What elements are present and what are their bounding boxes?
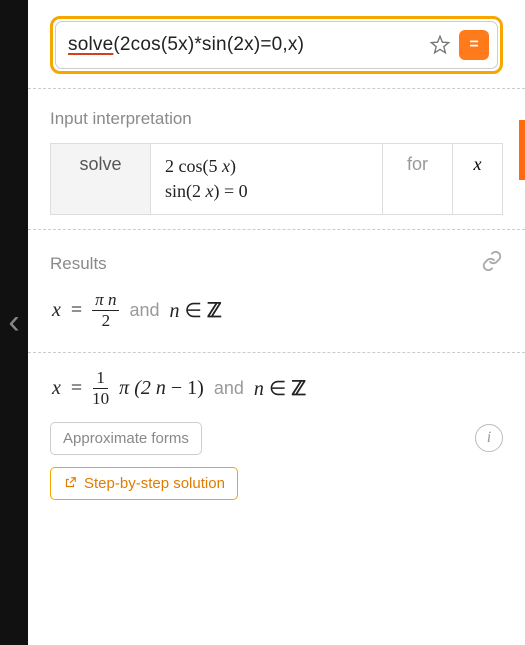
permalink-icon[interactable] [481, 250, 503, 277]
fraction: 1 10 [92, 369, 109, 408]
math-eq: = [71, 377, 82, 400]
result-1: x = π n 2 and n ∈ ℤ [52, 291, 503, 330]
table-row: solve 2 cos(5 x) sin(2 x) = 0 for x [51, 144, 503, 215]
results-section-2: x = 1 10 π (2 n − 1) and n ∈ ℤ Approxima… [28, 353, 525, 514]
search-input[interactable]: solve(2cos(5x)*sin(2x)=0,x) [68, 34, 421, 56]
interpretation-table: solve 2 cos(5 x) sin(2 x) = 0 for x [50, 143, 503, 215]
math-text: 2 [102, 311, 111, 330]
math-text: − 1) [166, 377, 204, 399]
info-label: i [487, 429, 491, 447]
math-text: π [95, 290, 108, 309]
step-by-step-button[interactable]: Step-by-step solution [50, 467, 238, 500]
favorite-star-icon[interactable] [429, 34, 451, 56]
section-header: Input interpretation [50, 109, 192, 129]
math-text: 1 [93, 369, 108, 389]
scroll-indicator[interactable] [519, 120, 525, 180]
section-header: Results [50, 254, 107, 274]
compute-button-label: = [469, 36, 478, 54]
math-set: ℤ [291, 378, 306, 400]
math-eq: = [71, 299, 82, 322]
result-actions: Approximate forms i Step-by-step solutio… [50, 422, 503, 500]
math-var: n [108, 290, 117, 309]
search-bar: solve(2cos(5x)*sin(2x)=0,x) = [55, 21, 498, 69]
interp-var-cell: x [453, 144, 503, 215]
math-var: x [52, 377, 61, 400]
button-label: Step-by-step solution [84, 475, 225, 492]
search-keyword: solve [68, 34, 113, 55]
results-section: Results x = π n 2 and n ∈ ℤ [28, 230, 525, 353]
main-panel: solve(2cos(5x)*sin(2x)=0,x) = Input inte… [28, 0, 525, 645]
math-text: ∈ [264, 378, 291, 400]
and-text: and [214, 378, 244, 399]
button-label: Approximate forms [63, 430, 189, 447]
search-section: solve(2cos(5x)*sin(2x)=0,x) = [28, 0, 525, 89]
math-var: n [156, 377, 166, 399]
math-text: ) = 0 [214, 181, 248, 201]
compute-button[interactable]: = [459, 30, 489, 60]
fraction: π n 2 [92, 291, 119, 330]
math-text: π (2 [119, 377, 156, 399]
chevron-left-icon: ‹ [8, 303, 19, 342]
math-var: x [222, 156, 230, 176]
math-var: x [52, 299, 61, 322]
external-edit-icon [63, 476, 77, 490]
math-var: x [206, 181, 214, 201]
math-var: n [254, 378, 264, 400]
info-icon[interactable]: i [475, 424, 503, 452]
input-interpretation-section: Input interpretation solve 2 cos(5 x) si… [28, 89, 525, 230]
interp-for-cell: for [383, 144, 453, 215]
interp-keyword-cell: solve [51, 144, 151, 215]
math-text: ∈ [180, 300, 207, 322]
math-text: ) [230, 156, 236, 176]
collapse-panel-button[interactable]: ‹ [0, 0, 28, 645]
result-2: x = 1 10 π (2 n − 1) and n ∈ ℤ [52, 369, 503, 408]
approximate-forms-button[interactable]: Approximate forms [50, 422, 202, 455]
search-highlight-frame: solve(2cos(5x)*sin(2x)=0,x) = [50, 16, 503, 74]
search-rest: (2cos(5x)*sin(2x)=0,x) [113, 34, 304, 55]
interp-expression-cell: 2 cos(5 x) sin(2 x) = 0 [151, 144, 383, 215]
math-text: 2 cos(5 [165, 156, 222, 176]
math-text: 10 [92, 389, 109, 408]
math-var: n [170, 300, 180, 322]
and-text: and [129, 300, 159, 321]
math-text: sin(2 [165, 181, 206, 201]
math-set: ℤ [207, 300, 222, 322]
